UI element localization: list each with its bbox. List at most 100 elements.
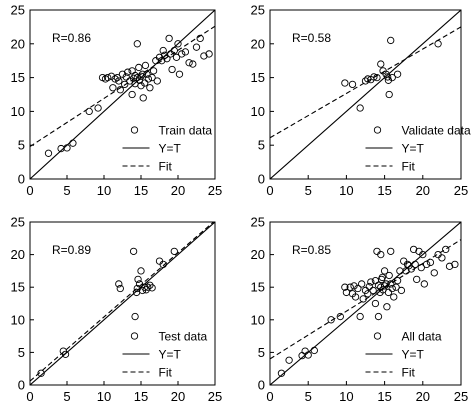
fit-line — [30, 222, 215, 382]
legend: Validate data Y=T Fit — [365, 124, 471, 174]
r-value-label: R=0.58 — [292, 31, 331, 45]
data-point — [413, 275, 421, 284]
data-point — [141, 61, 150, 70]
x-tick-label: 15 — [377, 389, 391, 404]
data-point — [159, 46, 167, 55]
data-point — [442, 245, 450, 254]
data-point — [63, 144, 71, 152]
panel-top-left: 0 5 10 15 20 25 0 5 10 15 20 25 R=0.86 Train data Y=T F… — [11, 3, 223, 199]
y-tick-label: 10 — [11, 312, 25, 327]
data-point — [356, 104, 364, 112]
x-tick-label: 15 — [134, 183, 148, 198]
plot-data — [30, 10, 215, 179]
legend-marker-circle — [373, 332, 382, 340]
data-point — [336, 312, 344, 321]
x-tick-label: 25 — [208, 183, 222, 198]
data-point — [409, 245, 418, 254]
data-point — [128, 67, 136, 75]
data-point — [121, 80, 129, 89]
data-point — [175, 70, 184, 78]
legend: Test data Y=T Fit — [122, 330, 208, 380]
data-point — [351, 293, 360, 301]
data-point — [354, 284, 362, 293]
data-point — [172, 53, 181, 61]
x-tick-label: 20 — [416, 183, 430, 198]
legend-entry-label: Y=T — [159, 348, 182, 362]
data-point — [158, 57, 166, 65]
data-point — [115, 77, 123, 85]
data-point — [135, 280, 144, 288]
data-point — [304, 351, 312, 359]
data-point — [137, 82, 145, 90]
data-point — [388, 73, 396, 82]
data-point — [361, 77, 370, 85]
data-point — [168, 65, 176, 74]
y-tick-label: 25 — [251, 215, 265, 230]
x-tick-label: 20 — [416, 389, 430, 404]
data-point — [94, 104, 102, 112]
legend-entry-label: Fit — [402, 366, 416, 380]
data-point — [129, 247, 138, 255]
y-tick-label: 10 — [251, 104, 265, 119]
y-tick-label: 25 — [251, 3, 265, 18]
y-tick-label: 5 — [18, 138, 25, 153]
x-tick-label: 0 — [266, 183, 273, 198]
data-point — [384, 73, 392, 81]
y-tick-label: 0 — [18, 172, 25, 187]
x-tick-label: 10 — [339, 183, 353, 198]
data-point — [141, 79, 149, 87]
data-point — [422, 260, 431, 269]
x-tick-label: 10 — [339, 389, 353, 404]
plot-frame — [269, 9, 462, 180]
r-value-label: R=0.85 — [292, 243, 331, 257]
y-tick-label: 0 — [258, 172, 265, 187]
data-point — [385, 271, 393, 280]
data-point — [445, 262, 454, 270]
legend-marker-circle — [373, 126, 382, 134]
data-point — [178, 50, 186, 58]
data-point — [393, 277, 402, 285]
legend-entry-label: Test data — [159, 330, 208, 344]
y-tick-label: 20 — [11, 247, 25, 262]
legend-entry-label: All data — [402, 330, 442, 344]
plot-frame — [29, 9, 216, 180]
y-tick-label: 10 — [251, 312, 265, 327]
data-point — [350, 282, 358, 290]
legend-marker-circle — [130, 332, 139, 340]
y-tick-label: 15 — [251, 280, 265, 295]
x-tick-label: 0 — [26, 389, 33, 404]
data-point — [139, 94, 147, 102]
data-point — [37, 369, 45, 377]
data-point — [170, 46, 178, 55]
x-tick-label: 20 — [171, 389, 185, 404]
data-point — [374, 312, 383, 321]
y-tick-label: 20 — [11, 36, 25, 51]
legend-entry-label: Train data — [159, 124, 213, 138]
y-tick-label: 15 — [251, 70, 265, 85]
data-point — [388, 284, 396, 293]
data-point — [165, 34, 173, 43]
legend-marker-circle — [130, 126, 139, 134]
x-tick-label: 5 — [305, 183, 312, 198]
data-point — [348, 80, 357, 89]
yt-line — [270, 222, 461, 385]
data-point — [205, 50, 213, 58]
data-point — [377, 283, 385, 291]
legend-entry-label: Y=T — [402, 142, 425, 156]
data-point — [111, 75, 119, 83]
data-point — [148, 284, 156, 292]
data-point — [384, 288, 393, 297]
data-point — [434, 40, 442, 48]
data-point — [196, 34, 204, 43]
data-point — [377, 60, 385, 68]
data-point — [143, 70, 151, 78]
data-point — [377, 250, 385, 259]
data-point — [124, 68, 132, 76]
x-tick-label: 15 — [377, 183, 391, 198]
data-point — [113, 73, 121, 82]
plot-frame — [269, 221, 462, 386]
data-point — [115, 280, 123, 288]
y-tick-label: 25 — [11, 215, 25, 230]
data-point — [148, 73, 156, 82]
plot-frame — [29, 221, 216, 386]
